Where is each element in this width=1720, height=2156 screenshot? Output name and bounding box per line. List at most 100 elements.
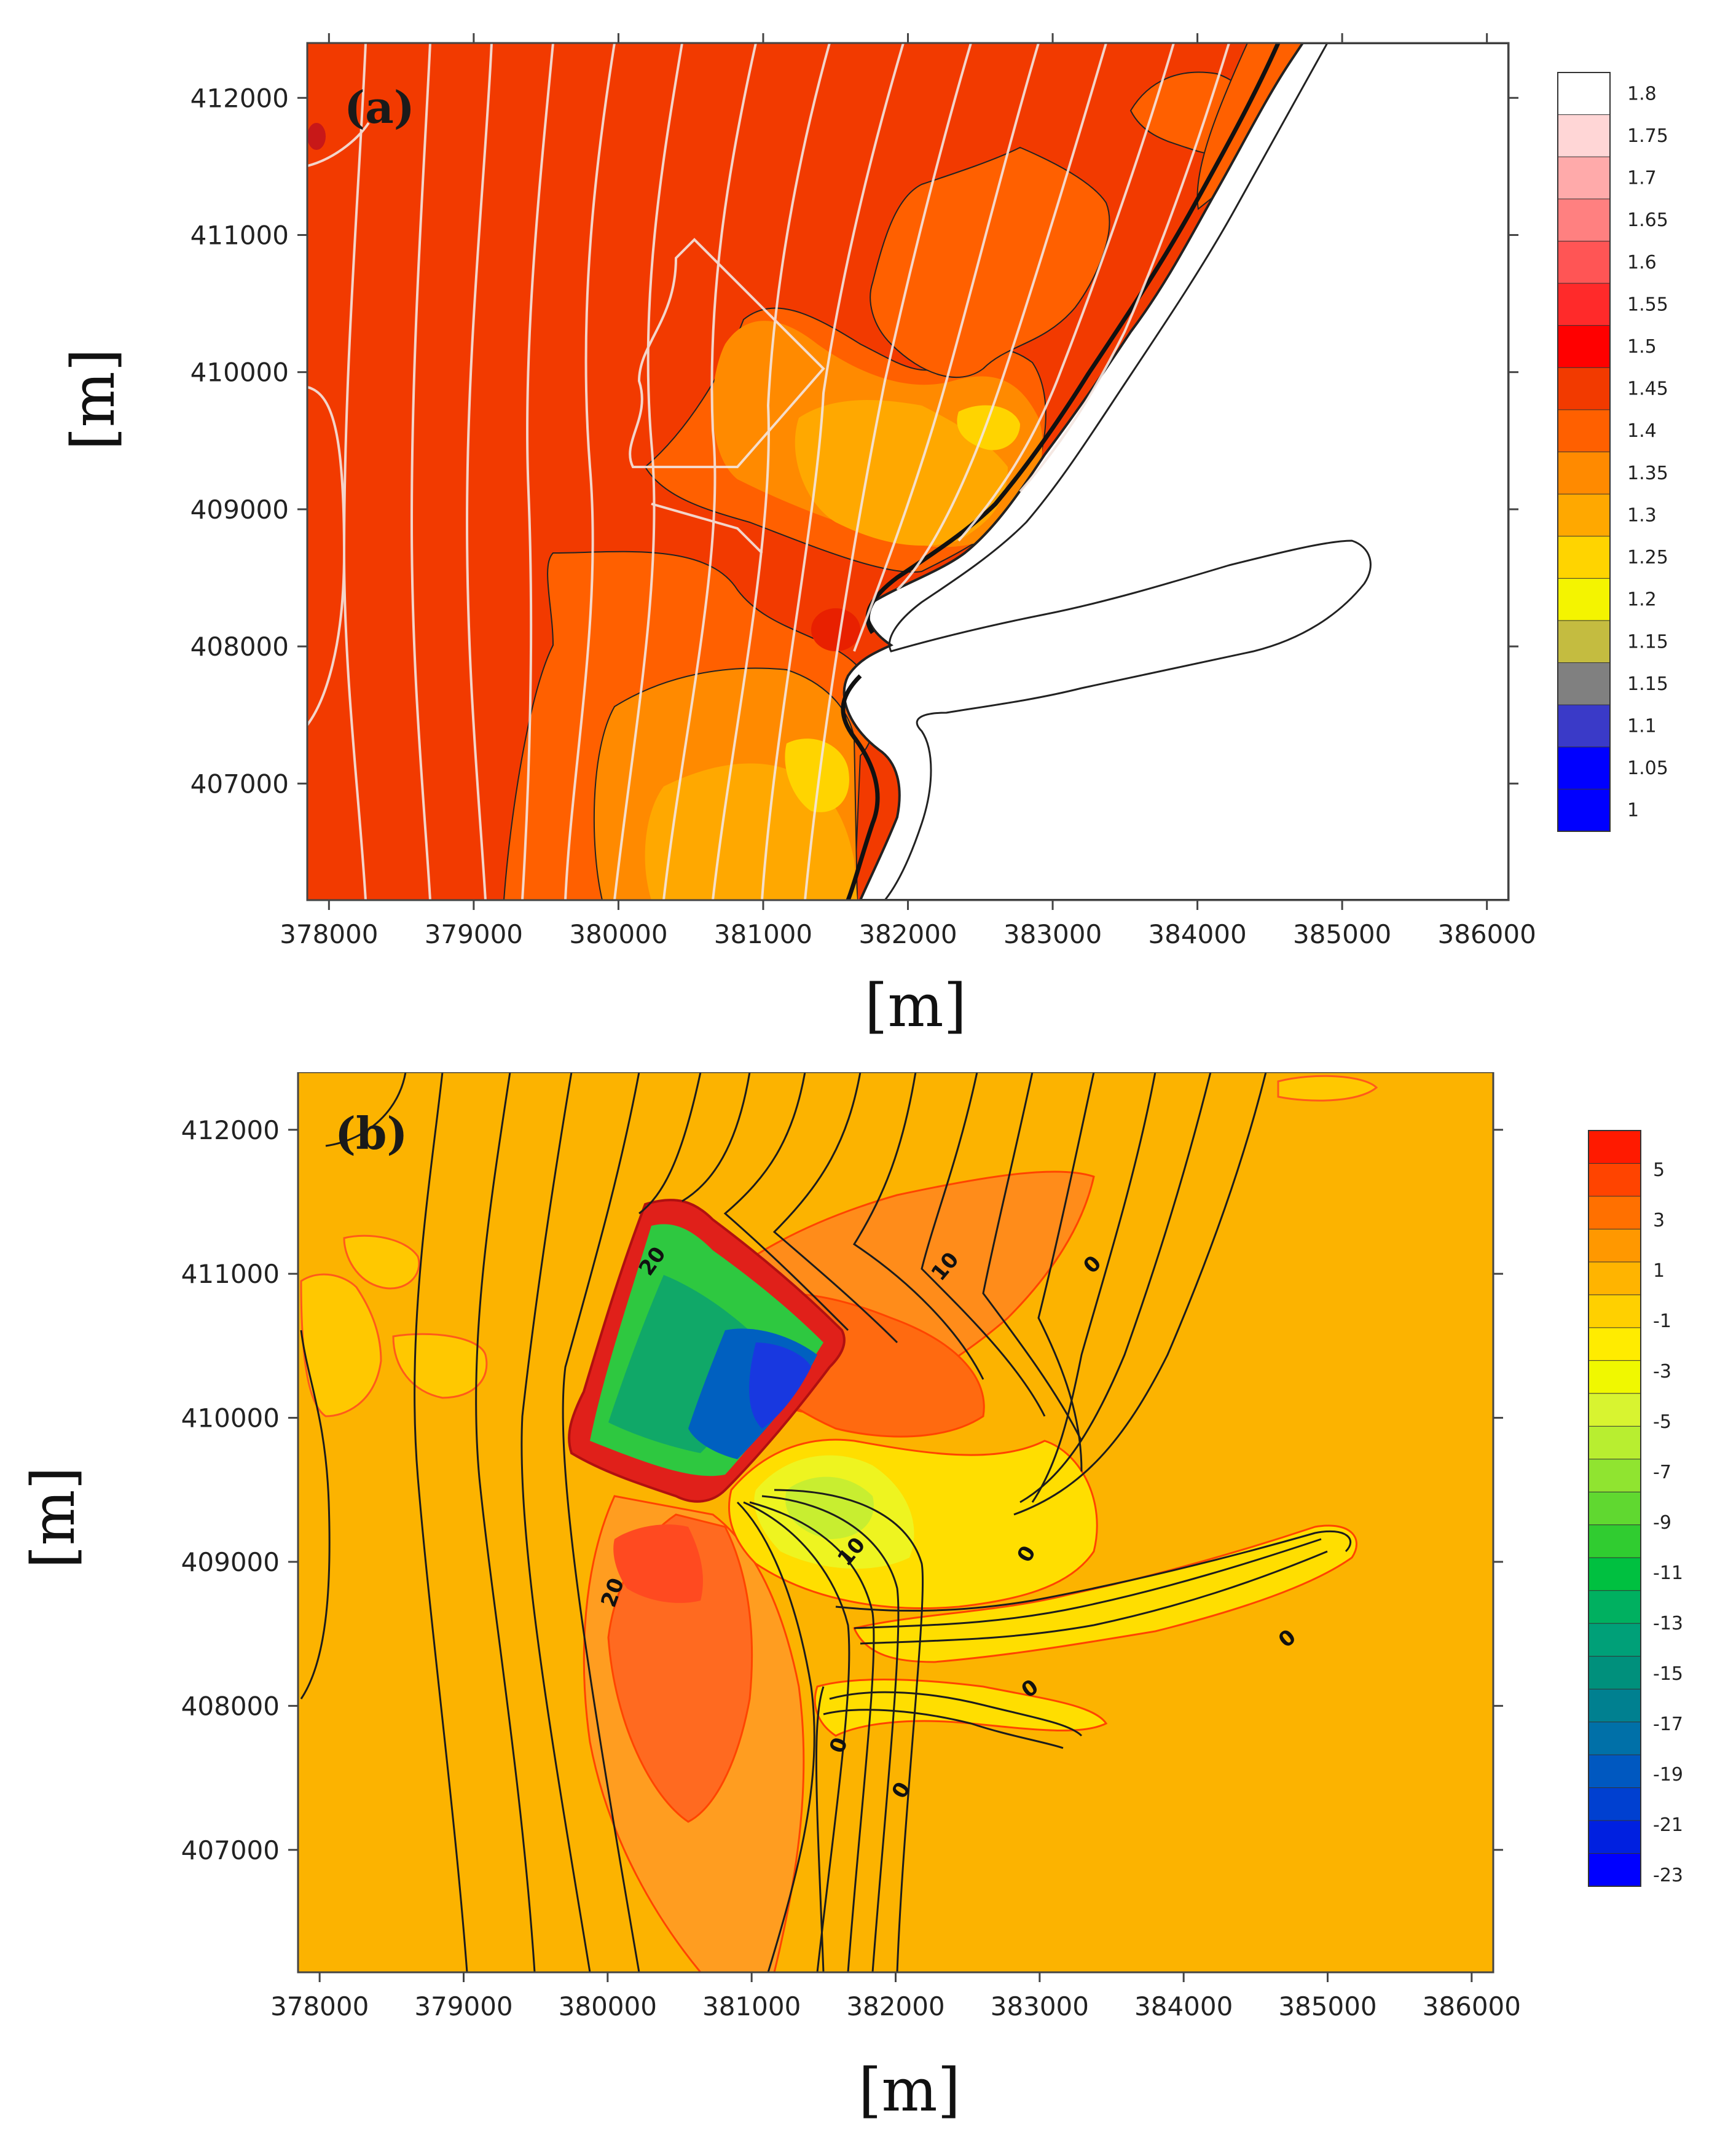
y-tick-label: 412000 bbox=[190, 83, 289, 113]
land-region bbox=[842, 43, 1509, 900]
colorbar-swatch bbox=[1557, 409, 1611, 453]
colorbar-swatch bbox=[1588, 1557, 1641, 1591]
colorbar-swatch bbox=[1588, 1130, 1641, 1164]
colorbar-label: -23 bbox=[1653, 1865, 1683, 1886]
colorbar-label: -15 bbox=[1653, 1663, 1683, 1685]
x-tick-label: 379000 bbox=[425, 919, 523, 949]
y-tick-label: 410000 bbox=[181, 1403, 280, 1433]
colorbar-label: -5 bbox=[1653, 1411, 1671, 1433]
colorbar-swatch bbox=[1557, 788, 1611, 833]
colorbar-swatch bbox=[1588, 1360, 1641, 1394]
x-axis-title: [m] bbox=[865, 971, 967, 1040]
colorbar-swatch bbox=[1588, 1196, 1641, 1230]
colorbar-label: 1.8 bbox=[1627, 83, 1657, 104]
field-region bbox=[795, 400, 1008, 546]
colorbar-swatch bbox=[1588, 1820, 1641, 1854]
colorbar-swatch bbox=[1557, 156, 1611, 200]
colorbar-label: 1.45 bbox=[1627, 378, 1668, 400]
field-region bbox=[957, 405, 1020, 450]
colorbar-swatch bbox=[1588, 1261, 1641, 1296]
colorbar-swatch bbox=[1557, 325, 1611, 369]
colorbar-label: 1.25 bbox=[1627, 547, 1668, 568]
colorbar-swatch bbox=[1588, 1459, 1641, 1493]
colorbar-swatch bbox=[1588, 1327, 1641, 1362]
colorbar-swatch bbox=[1557, 72, 1611, 116]
colorbar-label: 1.55 bbox=[1627, 294, 1668, 315]
colorbar-swatch bbox=[1588, 1425, 1641, 1460]
bathymetry-contours bbox=[307, 43, 1230, 900]
colorbar-swatch bbox=[1588, 1754, 1641, 1789]
chart-a-svg: 378000 379000 380000 381000 382000 383000 3840… bbox=[59, 33, 1668, 1040]
field-region bbox=[307, 123, 326, 150]
y-tick-label: 408000 bbox=[190, 632, 289, 662]
chart-panel-a: 378000 379000 380000 381000 382000 383000 3840… bbox=[0, 0, 1720, 1075]
colorbar-swatch bbox=[1557, 452, 1611, 495]
colorbar-label: 1.75 bbox=[1627, 125, 1668, 147]
colorbar-label: 1.35 bbox=[1627, 463, 1668, 484]
x-tick-label: 380000 bbox=[569, 919, 667, 949]
colorbar: 5 3 1 -1 -3 -5 -7 -9 -11 -13 -15 -17 -19 -21 -23 bbox=[1588, 1130, 1683, 1887]
field-region bbox=[392, 1333, 488, 1399]
field-region bbox=[814, 1678, 1108, 1737]
colorbar-label: 1.6 bbox=[1627, 252, 1657, 273]
x-tick-label: 384000 bbox=[1148, 919, 1246, 949]
field-region bbox=[870, 146, 1110, 378]
field-region bbox=[1277, 1075, 1378, 1102]
colorbar-label: -3 bbox=[1653, 1361, 1671, 1382]
field-region bbox=[811, 608, 860, 651]
colorbar-label: -13 bbox=[1653, 1613, 1683, 1634]
y-axis-title: [m] bbox=[19, 1467, 88, 1569]
colorbar-label: -11 bbox=[1653, 1562, 1683, 1584]
coast-contour bbox=[841, 43, 1281, 900]
field-region bbox=[749, 1343, 811, 1429]
colorbar-frame bbox=[1557, 72, 1611, 832]
colorbar-swatch bbox=[1588, 1853, 1641, 1887]
colorbar-swatch bbox=[1557, 536, 1611, 579]
colorbar-swatch bbox=[1588, 1722, 1641, 1756]
colorbar-swatch bbox=[1588, 1228, 1641, 1263]
heatmap-a bbox=[307, 43, 1509, 900]
colorbar-swatch bbox=[1557, 578, 1611, 621]
x-tick-label: 386000 bbox=[1423, 1991, 1521, 2021]
colorbar-label: -1 bbox=[1653, 1311, 1671, 1332]
colorbar-swatch bbox=[1588, 1491, 1641, 1526]
axis-ticks: 378000 379000 380000 381000 382000 383000 3840… bbox=[190, 33, 1536, 949]
colorbar-swatch bbox=[1588, 1623, 1641, 1657]
colorbar-swatch bbox=[1557, 114, 1611, 158]
x-tick-label: 385000 bbox=[1278, 1991, 1376, 2021]
x-tick-label: 380000 bbox=[559, 1991, 657, 2021]
colorbar-label: 1.05 bbox=[1627, 758, 1668, 779]
x-tick-label: 378000 bbox=[280, 919, 378, 949]
colorbar-swatch bbox=[1557, 240, 1611, 284]
y-tick-label: 411000 bbox=[181, 1259, 280, 1289]
x-tick-label: 378000 bbox=[270, 1991, 369, 2021]
colorbar-label: 5 bbox=[1653, 1159, 1665, 1181]
colorbar-swatch bbox=[1557, 198, 1611, 242]
colorbar-swatch bbox=[1588, 1688, 1641, 1723]
field-region bbox=[343, 1234, 420, 1290]
field-region bbox=[852, 1524, 1357, 1663]
chart-panel-b: 20 10 0 20 10 0 0 0 0 0 378000 379000 380000 381000 3… bbox=[0, 1062, 1720, 2147]
colorbar-swatch bbox=[1557, 493, 1611, 537]
colorbar-label: 1 bbox=[1653, 1260, 1665, 1282]
y-axis-title: [m] bbox=[59, 348, 128, 450]
colorbar-swatch bbox=[1588, 1393, 1641, 1427]
colorbar-label: 1.7 bbox=[1627, 168, 1657, 189]
colorbar-label: 1.65 bbox=[1627, 210, 1668, 231]
y-tick-label: 407000 bbox=[190, 769, 289, 799]
colorbar-swatch bbox=[1588, 1162, 1641, 1197]
colorbar-label: 1.2 bbox=[1627, 589, 1657, 611]
panel-label: (b) bbox=[335, 1107, 407, 1159]
colorbar-label: -7 bbox=[1653, 1462, 1671, 1483]
y-tick-label: 411000 bbox=[190, 220, 289, 250]
colorbar: 1.8 1.75 1.7 1.65 1.6 1.55 1.5 1.45 1.4 1.35 1.3 1.… bbox=[1557, 72, 1668, 833]
colorbar-label: 1.5 bbox=[1627, 336, 1657, 358]
colorbar-label: 1.4 bbox=[1627, 420, 1657, 442]
bathymetry-contours bbox=[300, 1072, 1352, 1972]
colorbar-swatch bbox=[1588, 1590, 1641, 1625]
colorbar-swatch bbox=[1557, 662, 1611, 706]
x-tick-label: 383000 bbox=[991, 1991, 1089, 2021]
x-tick-label: 386000 bbox=[1437, 919, 1536, 949]
x-tick-label: 383000 bbox=[1003, 919, 1102, 949]
